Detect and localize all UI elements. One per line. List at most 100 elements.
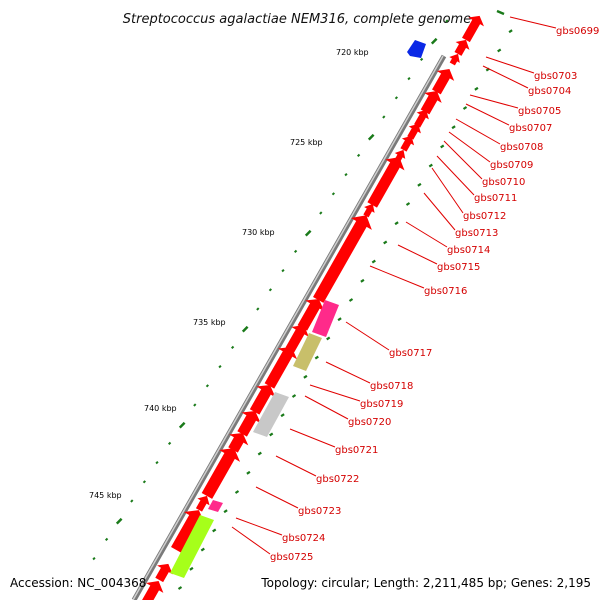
kbp-label: 740 kbp xyxy=(144,404,177,413)
gene-label-gbs0704: gbs0704 xyxy=(528,86,571,97)
tick-mark xyxy=(367,133,375,141)
tick-mark xyxy=(417,182,422,187)
cds-arrow xyxy=(407,123,421,140)
gene-label-gbs0703: gbs0703 xyxy=(534,71,577,82)
tick-mark xyxy=(155,460,159,465)
kbp-label: 735 kbp xyxy=(193,318,226,327)
tick-mark xyxy=(430,37,438,45)
tick-mark xyxy=(246,470,251,475)
tick-mark xyxy=(382,115,386,119)
gene-label-gbs0718: gbs0718 xyxy=(370,381,413,392)
tick-mark xyxy=(419,57,424,62)
leader-line xyxy=(369,265,425,289)
cds-arrow xyxy=(432,68,455,95)
small-pink-feature xyxy=(208,500,223,512)
tick-mark xyxy=(497,48,502,53)
cds-arrow xyxy=(237,410,261,437)
cds-arrow xyxy=(420,90,442,115)
tick-mark xyxy=(293,249,298,254)
tick-mark xyxy=(356,153,361,158)
leader-line xyxy=(482,65,529,89)
tick-mark xyxy=(360,278,365,283)
tick-mark xyxy=(200,547,205,552)
tick-mark xyxy=(223,509,228,514)
cds-arrow xyxy=(367,157,405,208)
gene-label-gbs0711: gbs0711 xyxy=(474,193,517,204)
leader-line xyxy=(465,103,510,126)
cds-arrow xyxy=(454,39,470,56)
gene-label-gbs0725: gbs0725 xyxy=(270,552,313,563)
tick-mark xyxy=(337,317,342,322)
tick-mark xyxy=(257,451,262,456)
cds-arrow xyxy=(462,15,484,43)
leader-line xyxy=(431,167,464,214)
tick-mark xyxy=(445,19,449,23)
gene-leader-lines xyxy=(231,16,557,555)
tick-mark xyxy=(178,421,186,429)
cds-arrow xyxy=(228,432,249,453)
tick-mark xyxy=(440,144,445,149)
tick-mark xyxy=(405,202,411,206)
gene-label-gbs0716: gbs0716 xyxy=(424,286,467,297)
tick-mark xyxy=(115,517,123,525)
tick-mark xyxy=(319,211,323,215)
cds-arrow xyxy=(249,384,276,415)
tick-mark xyxy=(314,355,319,360)
tick-mark xyxy=(496,9,505,16)
tick-mark xyxy=(462,106,468,110)
gene-label-gbs0709: gbs0709 xyxy=(490,160,533,171)
inner-tick-marks xyxy=(177,9,513,590)
gene-label-gbs0720: gbs0720 xyxy=(348,417,391,428)
cds-arrow xyxy=(313,215,372,303)
leader-line xyxy=(448,131,491,163)
leader-line xyxy=(309,384,361,402)
summary-text: Topology: circular; Length: 2,211,485 bp… xyxy=(260,576,591,590)
leader-line xyxy=(443,140,483,180)
gene-labels: gbs0699 gbs0703 gbs0704 gbs0705 gbs0707 gbs07… xyxy=(270,26,599,563)
tick-mark xyxy=(280,413,285,418)
tick-mark xyxy=(394,221,399,226)
leader-line xyxy=(275,455,317,477)
tick-mark xyxy=(326,336,331,341)
tick-mark xyxy=(451,125,456,130)
tick-mark xyxy=(177,586,183,590)
cds-arrow xyxy=(195,495,210,512)
leader-line xyxy=(509,16,557,29)
tick-mark xyxy=(167,441,172,446)
gene-label-gbs0721: gbs0721 xyxy=(335,445,378,456)
kbp-label: 725 kbp xyxy=(290,138,323,147)
tick-mark xyxy=(407,76,411,81)
tick-mark xyxy=(189,566,194,571)
cds-arrow xyxy=(363,203,375,218)
tick-mark xyxy=(230,345,235,350)
tick-mark xyxy=(304,229,312,237)
gene-label-gbs0713: gbs0713 xyxy=(455,228,498,239)
gene-label-gbs0715: gbs0715 xyxy=(437,262,480,273)
cds-arrow xyxy=(155,563,173,583)
map-title: Streptococcus agalactiae NEM316, complet… xyxy=(123,12,471,27)
lime-feature xyxy=(170,515,214,578)
tick-mark xyxy=(193,403,197,407)
gene-label-gbs0707: gbs0707 xyxy=(509,123,552,134)
tick-mark xyxy=(268,288,273,292)
pink-feature xyxy=(312,300,339,337)
tick-mark xyxy=(205,384,210,388)
leader-line xyxy=(469,94,519,109)
cds-arrow xyxy=(414,109,429,128)
tick-mark xyxy=(344,172,348,177)
gene-label-gbs0724: gbs0724 xyxy=(282,533,325,544)
gene-label-gbs0722: gbs0722 xyxy=(316,474,359,485)
genome-backbone-highlight xyxy=(132,55,444,600)
cds-arrow xyxy=(201,448,241,499)
leader-line xyxy=(345,321,390,351)
tick-mark xyxy=(508,29,513,34)
tick-mark xyxy=(303,374,308,379)
leader-line xyxy=(235,517,283,536)
gene-label-gbs0719: gbs0719 xyxy=(360,399,403,410)
colored-features xyxy=(170,40,426,578)
tick-mark xyxy=(130,499,134,503)
leader-line xyxy=(289,428,336,448)
leader-line xyxy=(423,192,456,231)
leader-line xyxy=(325,361,371,384)
